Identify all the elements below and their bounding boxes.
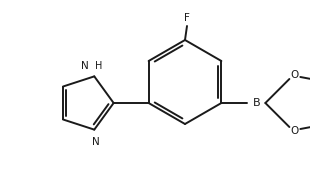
Text: O: O: [290, 126, 299, 136]
Text: B: B: [253, 98, 260, 108]
Text: N: N: [81, 61, 88, 71]
Text: O: O: [290, 70, 299, 80]
Text: F: F: [184, 13, 190, 23]
Text: H: H: [95, 61, 103, 71]
Text: N: N: [92, 137, 100, 147]
